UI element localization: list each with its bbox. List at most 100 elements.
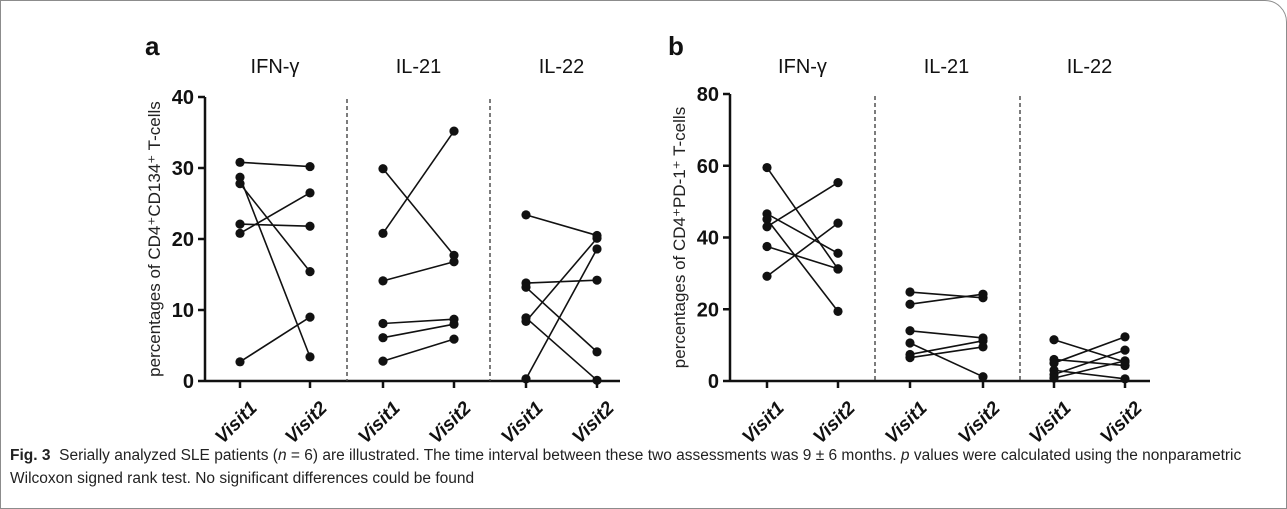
pair-line	[525, 237, 598, 322]
pair-line	[909, 346, 984, 359]
data-point-visit1	[235, 157, 245, 167]
pair-line	[1053, 369, 1126, 380]
y-tick-label: 20	[172, 229, 194, 251]
pair-line	[239, 183, 311, 273]
panel-a: a 0 10 20 30 40 percentages of CD4⁺CD134⁺ T-ce…	[145, 31, 620, 448]
data-point-visit2	[449, 257, 459, 267]
data-point-visit2	[449, 334, 459, 344]
pair-line	[909, 293, 984, 306]
data-point-visit2	[305, 161, 315, 172]
data-point-visit1	[905, 338, 915, 348]
pair-line	[525, 214, 598, 237]
pair-line	[382, 318, 455, 325]
pair-line	[525, 248, 598, 380]
pair-line	[909, 342, 984, 378]
data-point-visit1	[762, 214, 772, 224]
pair-line	[382, 168, 455, 256]
y-tick-label: 0	[708, 371, 719, 393]
group-IFN-γ: IFN-γ Visit1 Visit2	[738, 56, 860, 448]
data-point-visit2	[833, 306, 843, 317]
data-point-visit1	[762, 271, 772, 281]
data-point-visit2	[1120, 374, 1130, 384]
pair-line	[766, 222, 839, 277]
caption-p-symbol: p	[900, 447, 910, 464]
panel-label-b: b	[668, 31, 684, 61]
data-point-visit1	[235, 219, 245, 229]
pair-line	[239, 176, 311, 358]
x-tick-label: Visit2	[809, 397, 860, 448]
data-point-visit1	[521, 282, 531, 292]
data-point-visit1	[378, 228, 388, 238]
data-point-visit1	[378, 318, 388, 329]
pair-line	[239, 192, 311, 235]
data-point-visit1	[1049, 358, 1059, 368]
data-point-visit2	[305, 188, 315, 198]
group-title: IL-21	[396, 56, 442, 78]
y-tick-label: 40	[172, 87, 194, 109]
caption-text-1: Serially analyzed SLE patients (	[59, 447, 278, 464]
pair-line	[239, 223, 311, 228]
figure-caption: Fig. 3 Serially analyzed SLE patients (n…	[10, 444, 1270, 490]
data-point-visit1	[905, 353, 915, 363]
data-point-visit2	[449, 126, 459, 136]
pair-line	[766, 167, 839, 270]
y-tick-label: 0	[183, 371, 194, 393]
y-tick-label: 80	[697, 84, 719, 106]
pair-line	[1053, 336, 1126, 364]
pair-line	[1053, 360, 1126, 379]
x-tick-label: Visit1	[1025, 398, 1075, 448]
panel-b: b 0 20 40 60 80 percentages of CD4⁺PD-1⁺ T-cel…	[668, 31, 1150, 448]
x-tick-label: Visit1	[354, 398, 404, 448]
pair-line	[525, 279, 598, 284]
group-title: IL-21	[924, 56, 970, 78]
x-tick-label: Visit2	[281, 397, 332, 448]
data-point-visit2	[978, 372, 988, 382]
y-tick-label: 40	[697, 228, 719, 250]
data-point-visit2	[449, 319, 459, 329]
x-tick-label: Visit1	[497, 398, 547, 448]
data-point-visit1	[521, 210, 531, 220]
pair-line	[909, 340, 984, 356]
group-title: IL-22	[1067, 56, 1113, 78]
data-point-visit2	[449, 250, 459, 260]
group-IFN-γ: IFN-γ Visit1 Visit2	[211, 56, 332, 448]
data-point-visit1	[521, 316, 531, 326]
data-point-visit2	[978, 342, 988, 352]
data-point-visit2	[833, 264, 843, 274]
data-point-visit2	[1120, 356, 1130, 366]
data-point-visit2	[1120, 345, 1130, 355]
data-point-visit1	[762, 162, 772, 173]
data-point-visit2	[592, 244, 602, 254]
y-tick-label: 60	[697, 156, 719, 178]
pair-line	[239, 316, 311, 363]
pair-line	[1053, 349, 1126, 376]
x-tick-label: Visit2	[425, 397, 476, 448]
caption-text-3: values were calculated using the nonpara…	[10, 447, 1242, 487]
x-tick-label: Visit1	[211, 398, 261, 448]
x-tick-label: Visit1	[738, 398, 788, 448]
group-IL-22: IL-22 Visit1 Visit2	[497, 56, 619, 448]
pair-line	[525, 286, 598, 353]
group-title: IL-22	[539, 56, 585, 78]
data-point-visit1	[905, 326, 915, 336]
group-title: IFN-γ	[778, 56, 827, 78]
pair-line	[525, 317, 598, 381]
pair-line	[382, 130, 455, 234]
pair-line	[382, 338, 455, 362]
group-IL-22: IL-22 Visit1 Visit2	[1025, 56, 1147, 448]
pair-line	[766, 218, 839, 312]
pair-line	[382, 260, 455, 282]
data-point-visit1	[378, 276, 388, 286]
group-IL-21: IL-21 Visit1 Visit2	[354, 56, 476, 448]
data-point-visit2	[1120, 332, 1130, 342]
caption-fig-label: Fig. 3	[10, 447, 51, 464]
x-tick-label: Visit2	[1096, 397, 1147, 448]
data-point-visit2	[978, 289, 988, 299]
data-point-visit2	[592, 375, 602, 385]
y-axis-title: percentages of CD4⁺PD-1⁺ T-cells	[670, 107, 689, 368]
data-point-visit2	[833, 248, 843, 258]
data-point-visit1	[905, 299, 915, 309]
panel-label-a: a	[145, 31, 160, 61]
pair-line	[382, 323, 455, 339]
data-point-visit1	[378, 164, 388, 174]
